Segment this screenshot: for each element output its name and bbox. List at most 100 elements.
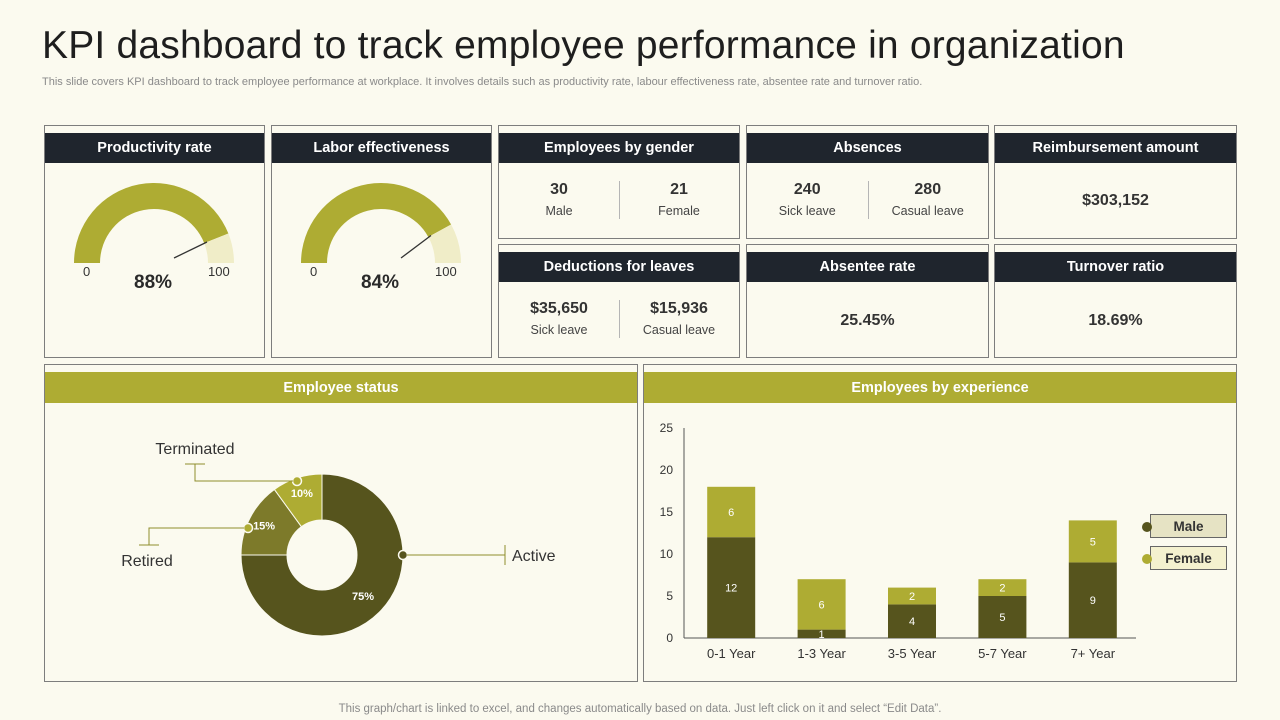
legend-male-swatch bbox=[1142, 522, 1152, 532]
bar-label-female-2: 6 bbox=[819, 599, 825, 611]
sick-deduction-value: $35,650 bbox=[530, 300, 588, 317]
bar-male-3 bbox=[888, 604, 936, 638]
x-tick-label: 0-1 Year bbox=[707, 646, 756, 661]
casual-deduction-label: Casual leave bbox=[642, 323, 716, 337]
labor-min-label: 0 bbox=[310, 264, 318, 279]
bar-label-male-5: 9 bbox=[1090, 595, 1096, 607]
page-subtitle: This slide covers KPI dashboard to track… bbox=[42, 76, 923, 88]
terminated-callout-line bbox=[194, 464, 293, 482]
productivity-max-label: 100 bbox=[208, 264, 230, 279]
sick-leave-count: 240 bbox=[793, 181, 821, 198]
employee-status-donut-chart: 75% 15% 10% Active Retired Terminated bbox=[121, 441, 556, 637]
retired-callout-line bbox=[148, 527, 244, 545]
casual-leave-count: 280 bbox=[914, 181, 942, 198]
gender-header: Employees by gender bbox=[499, 133, 739, 163]
gender-divider bbox=[619, 181, 620, 219]
productivity-gauge-fill bbox=[74, 182, 229, 263]
y-tick-label: 20 bbox=[660, 463, 674, 477]
productivity-value: 88% bbox=[134, 272, 173, 293]
male-label: Male bbox=[545, 204, 573, 218]
productivity-min-label: 0 bbox=[83, 264, 91, 279]
bar-label-female-1: 6 bbox=[728, 507, 734, 519]
y-tick-label: 15 bbox=[660, 505, 674, 519]
donut-label-terminated: 10% bbox=[291, 488, 313, 500]
labor-max-label: 100 bbox=[435, 264, 457, 279]
productivity-gauge-remainder bbox=[204, 233, 234, 263]
bar-label-female-5: 5 bbox=[1090, 536, 1096, 548]
experience-panel: Employees by experience 0 5 10 15 20 25 12 6 0-1… bbox=[643, 364, 1237, 682]
casual-deduction-value: $15,936 bbox=[650, 300, 708, 317]
productivity-panel: Productivity rate 0 100 88% bbox=[44, 125, 265, 358]
labor-gauge bbox=[301, 182, 461, 263]
x-tick-label: 3-5 Year bbox=[888, 646, 937, 661]
bar-female-1 bbox=[707, 486, 756, 538]
reimbursement-value: $303,152 bbox=[1082, 192, 1149, 209]
x-tick-label: 1-3 Year bbox=[797, 646, 846, 661]
labor-value: 84% bbox=[361, 272, 400, 293]
absentee-value: 25.45% bbox=[840, 312, 895, 329]
donut-slice-active bbox=[240, 473, 404, 637]
productivity-header: Productivity rate bbox=[45, 133, 264, 163]
employee-status-header: Employee status bbox=[45, 372, 637, 403]
retired-callout-dot bbox=[242, 522, 254, 534]
turnover-panel: Turnover ratio 18.69% bbox=[994, 244, 1237, 358]
deductions-panel: Deductions for leaves $35,650 Sick leave… bbox=[498, 244, 740, 358]
bar-male-5 bbox=[1068, 562, 1117, 638]
bar-female-4 bbox=[978, 579, 1027, 596]
casual-leave-label: Casual leave bbox=[891, 204, 964, 218]
productivity-gauge bbox=[74, 182, 234, 263]
bar-female-3 bbox=[888, 587, 936, 605]
turnover-header: Turnover ratio bbox=[995, 252, 1236, 282]
turnover-value: 18.69% bbox=[1088, 312, 1143, 329]
absences-panel: Absences 240 Sick leave 280 Casual leave bbox=[746, 125, 989, 239]
y-tick-label: 0 bbox=[666, 631, 673, 645]
experience-bar-chart: 0 5 10 15 20 25 12 6 0-1 Year 1 6 1-3 Year 4 2 3-5 Yea… bbox=[660, 421, 1136, 661]
y-tick-label: 5 bbox=[666, 589, 673, 603]
bar-label-male-2: 1 bbox=[819, 629, 825, 641]
y-tick-label: 25 bbox=[660, 421, 674, 435]
absences-divider bbox=[867, 181, 869, 219]
terminated-callout-dot bbox=[291, 475, 303, 487]
x-tick-label: 5-7 Year bbox=[978, 646, 1027, 661]
female-count: 21 bbox=[670, 181, 688, 198]
retired-callout-label: Retired bbox=[121, 553, 173, 570]
experience-header: Employees by experience bbox=[644, 372, 1236, 403]
male-count: 30 bbox=[550, 181, 568, 198]
bar-label-male-3: 4 bbox=[909, 616, 915, 628]
employee-status-panel: Employee status 75% 15% 10% Active Retired Te… bbox=[44, 364, 638, 682]
footer-note: This graph/chart is linked to excel, and… bbox=[338, 703, 942, 715]
reimbursement-panel: Reimbursement amount $303,152 bbox=[994, 125, 1237, 239]
bar-male-1 bbox=[707, 537, 756, 638]
sick-deduction-label: Sick leave bbox=[530, 323, 588, 337]
bar-female-2 bbox=[797, 579, 846, 630]
donut-label-retired: 15% bbox=[253, 520, 275, 532]
active-callout-dot bbox=[397, 549, 409, 561]
bar-label-female-4: 2 bbox=[999, 583, 1005, 595]
absentee-panel: Absentee rate 25.45% bbox=[746, 244, 989, 358]
labor-gauge-fill bbox=[301, 182, 452, 263]
female-label: Female bbox=[658, 204, 700, 218]
labor-gauge-remainder bbox=[428, 224, 461, 263]
bar-male-2 bbox=[797, 629, 846, 638]
absentee-header: Absentee rate bbox=[747, 252, 988, 282]
x-tick-label: 7+ Year bbox=[1071, 646, 1116, 661]
sick-leave-label: Sick leave bbox=[778, 204, 836, 218]
legend-female-swatch bbox=[1142, 554, 1152, 564]
deductions-header: Deductions for leaves bbox=[499, 252, 739, 282]
reimbursement-header: Reimbursement amount bbox=[995, 133, 1236, 163]
bar-label-male-1: 12 bbox=[725, 583, 737, 595]
gender-panel: Employees by gender 30 Male 21 Female bbox=[498, 125, 740, 239]
donut-slice-terminated bbox=[273, 473, 323, 528]
active-callout-label: Active bbox=[512, 548, 556, 565]
labor-panel: Labor effectiveness 0 100 84% bbox=[271, 125, 492, 358]
labor-gauge-needle bbox=[400, 235, 432, 259]
terminated-callout-label: Terminated bbox=[155, 441, 234, 458]
bar-male-4 bbox=[978, 596, 1027, 638]
bar-label-male-4: 5 bbox=[999, 612, 1005, 624]
page-title: KPI dashboard to track employee performa… bbox=[42, 24, 1125, 67]
deductions-divider bbox=[619, 300, 620, 338]
donut-label-active: 75% bbox=[352, 591, 374, 603]
productivity-gauge-needle bbox=[173, 241, 208, 259]
y-tick-label: 10 bbox=[660, 547, 674, 561]
labor-header: Labor effectiveness bbox=[272, 133, 491, 163]
